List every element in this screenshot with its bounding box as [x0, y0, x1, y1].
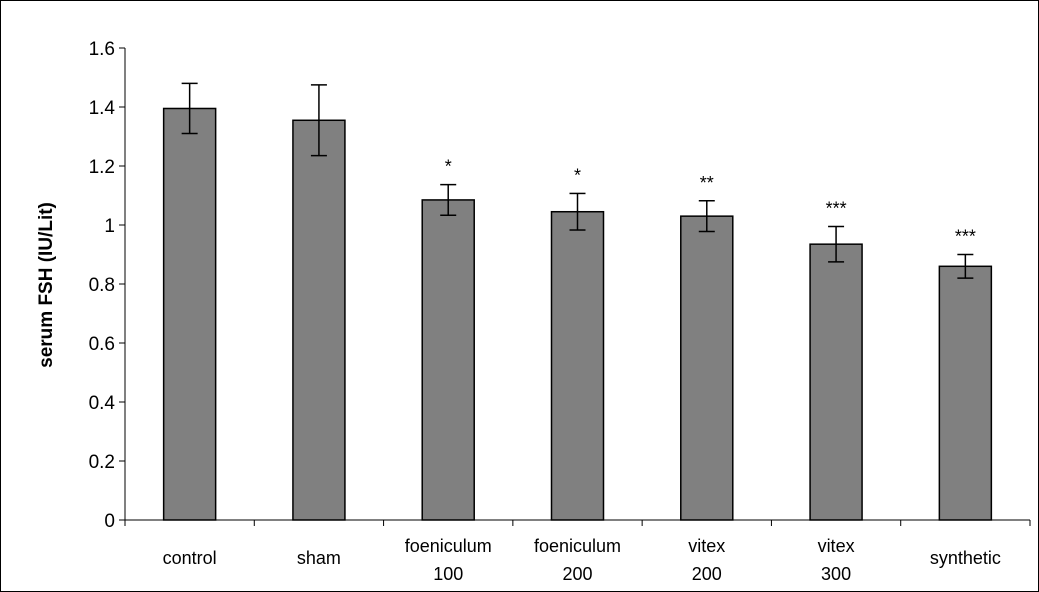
- x-category-label: synthetic: [930, 548, 1001, 568]
- significance-label: ***: [826, 198, 847, 218]
- x-category-label: foeniculum: [405, 536, 492, 556]
- bar: [938, 265, 993, 521]
- y-tick-label: 0.6: [89, 334, 115, 355]
- bar: [550, 210, 605, 521]
- y-tick-label: 1.2: [89, 157, 115, 178]
- y-tick-label: 0.4: [89, 393, 116, 414]
- x-category-label: 200: [692, 564, 722, 584]
- plot-area: 0 0.2 0.4 0.6 0.8 1 1.2 1.4 1.6 control sham * foeni…: [89, 39, 1031, 584]
- bar: [421, 199, 475, 521]
- x-category-label: 300: [821, 564, 851, 584]
- y-tick-label: 0: [104, 511, 115, 532]
- x-category-label: vitex: [818, 536, 855, 556]
- significance-label: ***: [955, 227, 976, 247]
- y-tick-label: 0.8: [89, 275, 115, 296]
- y-tick-label: 1.6: [89, 39, 115, 60]
- bar: [292, 119, 346, 521]
- y-tick-label: 1: [104, 216, 115, 237]
- y-axis-label: serum FSH (IU/Lit): [36, 202, 57, 368]
- bar: [809, 243, 863, 521]
- y-tick-label: 1.4: [89, 98, 116, 119]
- x-category-label: sham: [297, 548, 341, 568]
- x-category-label: foeniculum: [534, 536, 621, 556]
- bar: [680, 215, 734, 521]
- x-category-label: control: [163, 548, 217, 568]
- significance-label: **: [700, 173, 714, 193]
- significance-label: *: [445, 157, 452, 177]
- bar: [162, 107, 217, 521]
- significance-label: *: [574, 165, 581, 185]
- y-tick-label: 0.2: [89, 452, 115, 473]
- x-category-label: 100: [433, 564, 463, 584]
- x-category-label: 200: [562, 564, 592, 584]
- x-category-label: vitex: [688, 536, 725, 556]
